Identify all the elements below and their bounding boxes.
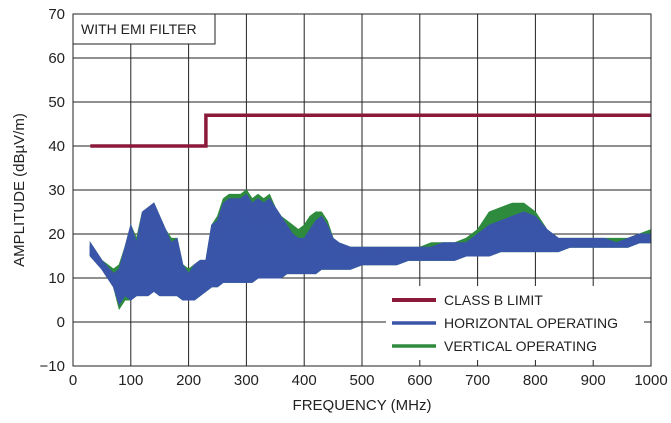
x-tick-label: 200 <box>176 372 201 389</box>
series-layer <box>89 113 651 311</box>
tick-labels: 0 100 200 300 400 500 600 700 800 900 1000−1001020… <box>40 6 668 389</box>
annotation-label: WITH EMI FILTER <box>81 21 197 37</box>
legend-label: CLASS B LIMIT <box>444 292 543 308</box>
legend: CLASS B LIMIT HORIZONTAL OPERATING VERTICA… <box>386 286 644 360</box>
y-tick-label: −10 <box>40 358 65 375</box>
x-tick-label: 800 <box>523 372 548 389</box>
x-tick-label: 100 <box>118 372 143 389</box>
x-tick-label: 400 <box>292 372 317 389</box>
y-tick-label: 60 <box>48 50 65 67</box>
y-tick-label: 0 <box>57 314 65 331</box>
x-tick-label: 0 <box>69 372 77 389</box>
x-tick-label: 500 <box>349 372 374 389</box>
legend-label: VERTICAL OPERATING <box>444 338 597 354</box>
annotation-box <box>72 13 216 45</box>
series-spikes <box>89 197 651 304</box>
y-tick-label: 30 <box>48 182 65 199</box>
legend-label: HORIZONTAL OPERATING <box>444 315 618 331</box>
x-axis-title: FREQUENCY (MHz) <box>293 397 432 414</box>
y-tick-label: 40 <box>48 138 65 155</box>
x-tick-label: 300 <box>234 372 259 389</box>
y-tick-label: 70 <box>48 6 65 23</box>
x-tick-label: 900 <box>581 372 606 389</box>
y-tick-label: 10 <box>48 270 65 287</box>
plot-frame <box>72 13 652 367</box>
x-tick-label: 1000 <box>634 372 667 389</box>
x-tick-label: 600 <box>407 372 432 389</box>
y-axis-title: AMPLITUDE (dBµV/m) <box>11 113 28 267</box>
series-class-b-limit <box>90 113 651 148</box>
y-tick-label: 50 <box>48 94 65 111</box>
x-tick-label: 700 <box>465 372 490 389</box>
series-horizontal-operating <box>89 193 651 306</box>
y-tick-label: 20 <box>48 226 65 243</box>
